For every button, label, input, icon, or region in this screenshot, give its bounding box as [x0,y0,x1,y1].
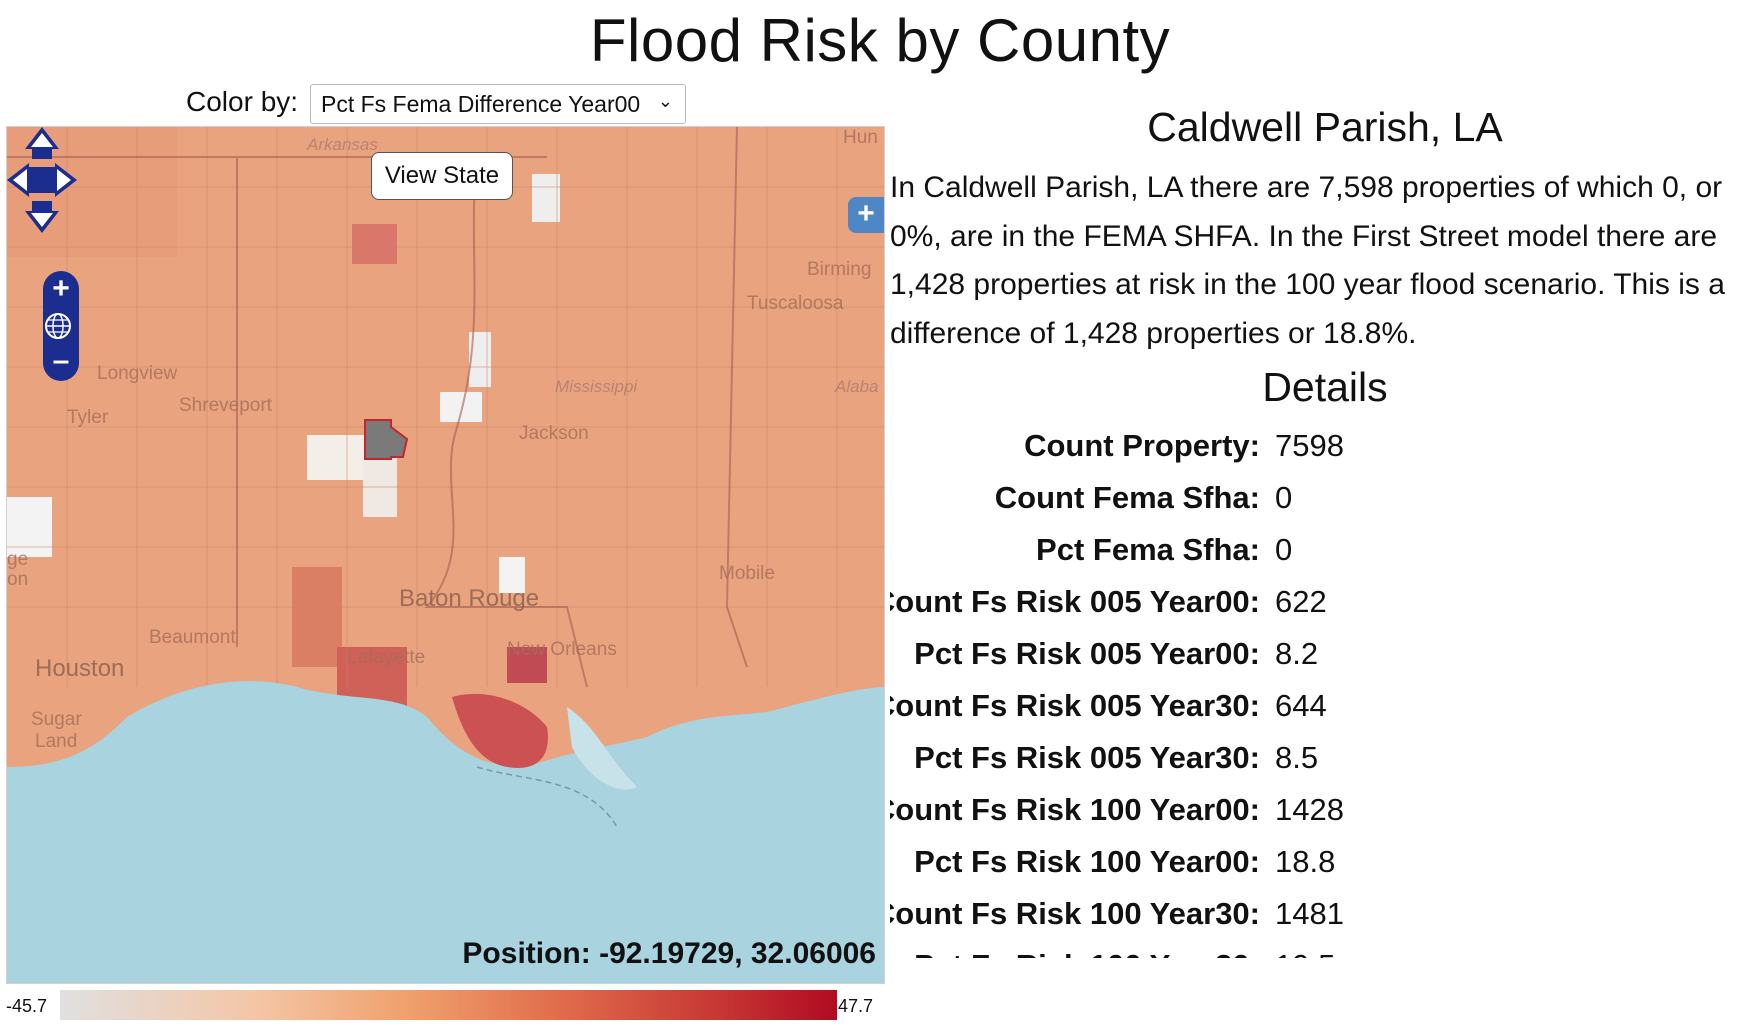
detail-row: Count Fs Risk 100 Year30: 1481 [890,896,1760,948]
city-label: Tuscaloosa [747,293,844,314]
detail-label: Count Fs Risk 005 Year00: [890,584,1260,619]
county-patch [292,567,342,667]
city-label: Beaumont [149,627,236,648]
detail-value: 18.8 [1275,844,1336,879]
legend-color-bar [60,990,837,1020]
city-label: Lafayette [347,647,426,668]
detail-value: 1428 [1275,792,1344,827]
detail-label: Count Property: [1024,428,1260,463]
city-label: Baton Rouge [399,585,540,612]
delta-marsh [567,707,637,790]
detail-value: 8.2 [1275,636,1319,671]
city-label: Sugar [31,709,82,730]
layer-switcher-icon[interactable]: + [848,197,884,233]
detail-label: Pct Fs Risk 100 Year00: [914,844,1260,879]
detail-value: 0 [1275,480,1293,515]
pan-arrows-icon[interactable] [7,127,77,233]
detail-value: 7598 [1275,428,1344,463]
county-patch-no-data [307,435,367,480]
detail-row: Pct Fs Risk 100 Year00: 18.8 [890,844,1760,896]
city-label: on [7,569,29,590]
county-summary: In Caldwell Parish, LA there are 7,598 p… [890,171,1725,350]
detail-row: Pct Fs Risk 100 Year30: 19.5 [890,948,1760,958]
county-borders [7,127,884,687]
city-label: Arkansas [307,135,378,154]
legend-min: -45.7 [6,996,48,1016]
zoom-in-icon[interactable]: + [52,272,70,305]
detail-value: 644 [1275,688,1327,723]
city-label: New Orleans [507,639,617,660]
detail-value: 0 [1275,532,1293,567]
detail-value: 622 [1275,584,1327,619]
detail-row: Count Property: 7598 [890,428,1760,480]
detail-row: Count Fema Sfha: 0 [890,480,1760,532]
legend-max: 47.7 [838,996,874,1016]
city-label: Mobile [719,563,775,584]
zoom-out-icon[interactable]: – [52,344,70,377]
globe-icon[interactable] [43,308,79,344]
detail-row: Count Fs Risk 100 Year00: 1428 [890,792,1760,844]
county-patch-no-data [499,557,525,593]
county-title: Caldwell Parish, LA [1147,104,1503,150]
detail-label: Count Fema Sfha: [994,480,1260,515]
selected-county[interactable] [364,419,409,460]
city-label: Hun [843,127,878,148]
detail-row: Count Fs Risk 005 Year30: 644 [890,688,1760,740]
detail-label: Pct Fs Risk 005 Year30: [914,740,1260,775]
city-label: Jackson [519,423,589,444]
page-title: Flood Risk by County [589,7,1171,74]
detail-value: 1481 [1275,896,1344,931]
detail-row: Pct Fs Risk 005 Year30: 8.5 [890,740,1760,792]
county-patch-no-data [469,332,491,387]
county-patch-no-data [532,174,560,222]
city-label: Land [35,731,78,752]
gulf-water [7,681,884,983]
detail-label: Count Fs Risk 005 Year30: [890,688,1260,723]
city-label: Alaba [835,377,879,396]
flood-map[interactable]: Arkansas Hun Birming Tuscaloosa Longview… [6,126,885,984]
detail-label: Pct Fema Sfha: [1036,532,1260,567]
view-state-button[interactable]: View State [371,152,513,200]
detail-value: 8.5 [1275,740,1319,775]
details-title: Details [1262,364,1388,410]
chevron-down-icon: ⌄ [657,91,673,111]
detail-row: Pct Fema Sfha: 0 [890,532,1760,584]
details-table: Count Property: 7598 Count Fema Sfha: 0 … [890,420,1760,958]
state-borders [7,127,748,688]
detail-row: Pct Fs Risk 005 Year00: 8.2 [890,636,1760,688]
color-by-select[interactable]: Pct Fs Fema Difference Year00 ⌄ [310,84,686,124]
county-patch [452,693,548,768]
map-canvas [7,127,884,983]
city-label: Mississippi [555,377,638,396]
detail-row: Count Fs Risk 005 Year00: 622 [890,584,1760,636]
county-patch [507,647,547,683]
detail-value: 19.5 [1275,948,1335,958]
color-by-value: Pct Fs Fema Difference Year00 [321,91,641,117]
color-by-label: Color by: [186,86,299,117]
mouse-position-readout: Position: -92.19729, 32.06006 [462,937,876,970]
county-patch-no-data [7,497,52,557]
city-label: Birming [807,259,872,280]
city-label: Longview [97,363,178,384]
detail-label: Pct Fs Risk 100 Year30: [914,948,1260,958]
county-patch [352,224,397,264]
detail-label: Pct Fs Risk 005 Year00: [914,636,1260,671]
detail-label: Count Fs Risk 100 Year00: [890,792,1260,827]
zoom-control: + – [43,271,79,381]
city-label: Houston [35,655,125,682]
county-patch-no-data [440,392,482,422]
city-label: ge [7,549,29,570]
city-label: Shreveport [179,395,272,416]
detail-label: Count Fs Risk 100 Year30: [890,896,1260,931]
city-label: Tyler [67,407,109,428]
